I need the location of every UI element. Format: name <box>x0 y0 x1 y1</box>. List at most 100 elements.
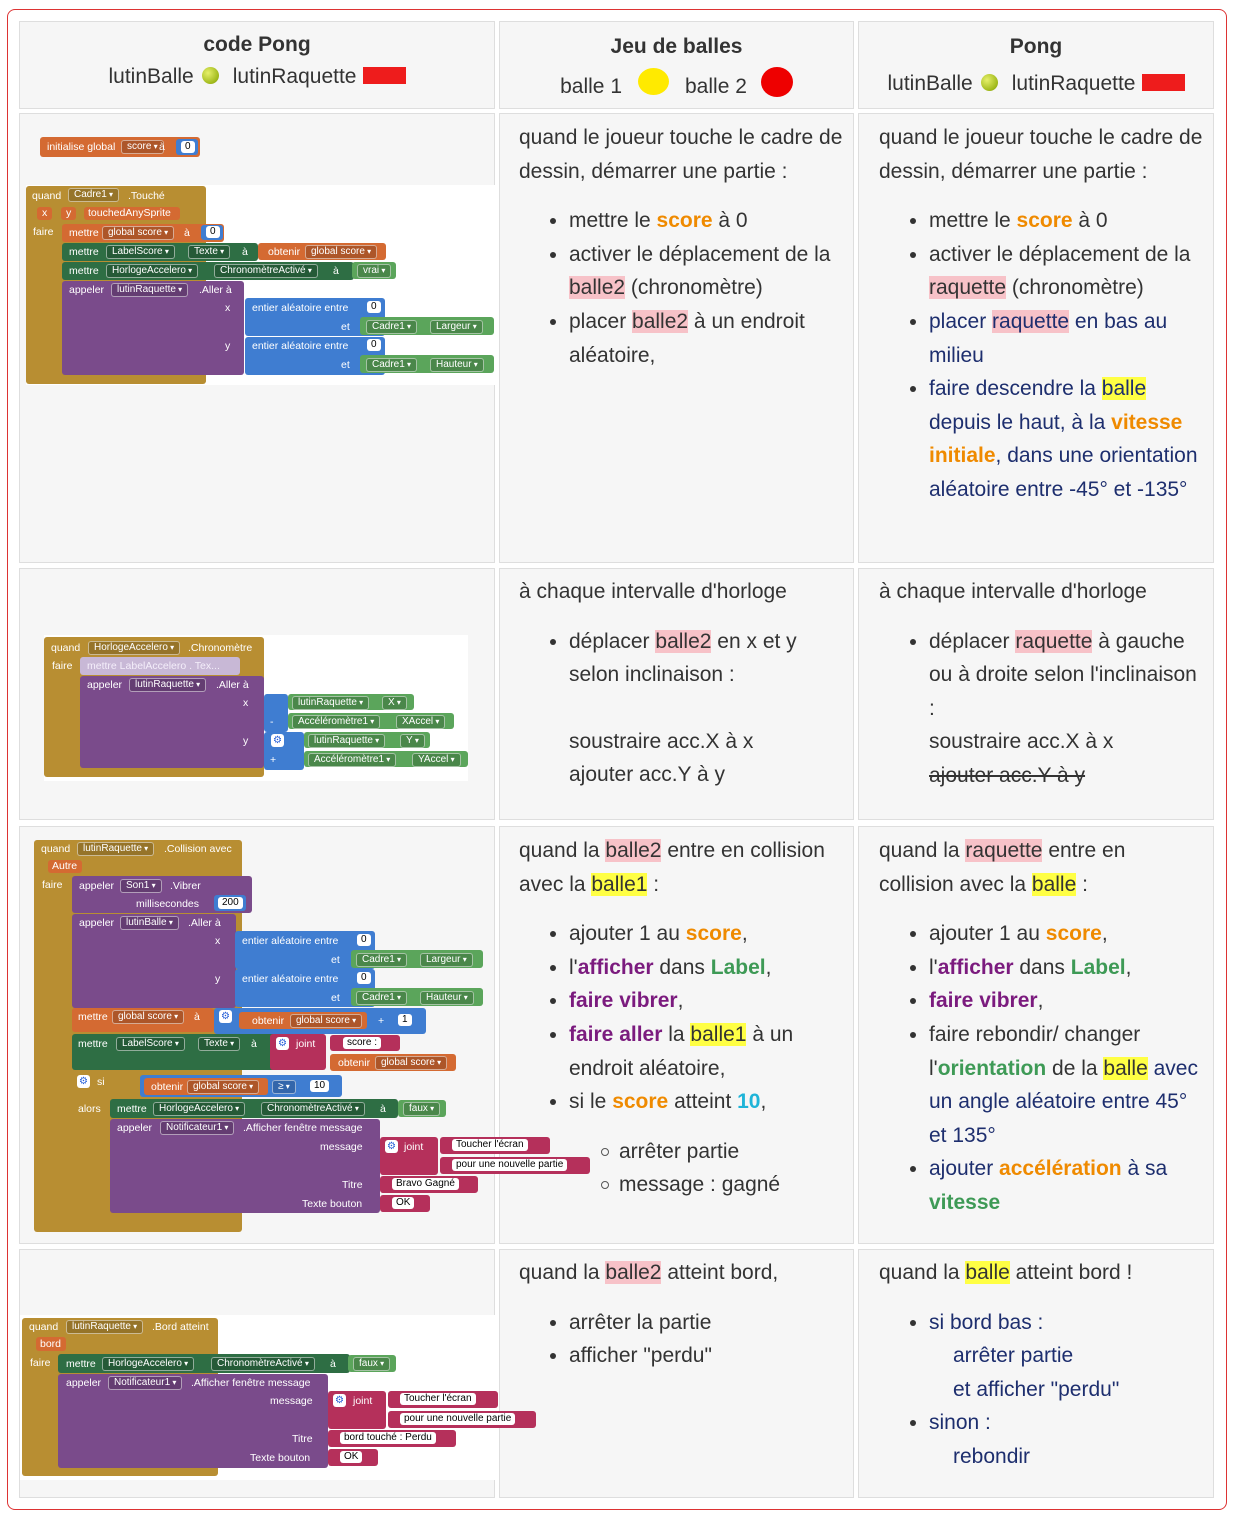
block-label: mettre <box>117 1103 147 1115</box>
number-field[interactable]: 0 <box>206 226 220 238</box>
property-dropdown[interactable]: Largeur <box>430 320 483 334</box>
number-field[interactable]: 0 <box>357 972 371 984</box>
property-dropdown[interactable]: Y <box>400 734 425 748</box>
gear-icon[interactable]: ⚙ <box>77 1075 90 1088</box>
number-field[interactable]: 200 <box>218 897 243 909</box>
block-label: si <box>97 1076 105 1088</box>
var-dropdown[interactable]: global score <box>187 1080 260 1094</box>
string-field[interactable]: pour une nouvelle partie <box>452 1159 568 1171</box>
property-dropdown[interactable]: Hauteur <box>420 991 474 1005</box>
component-dropdown[interactable]: lutinRaquette <box>77 842 155 856</box>
number-field[interactable]: 0 <box>367 339 381 351</box>
var-dropdown[interactable]: score <box>121 140 164 154</box>
component-dropdown[interactable]: Cadre1 <box>356 953 408 967</box>
block-label: joint <box>404 1141 424 1153</box>
row2-pong-cell <box>858 568 1214 820</box>
component-dropdown[interactable]: Cadre1 <box>366 320 418 334</box>
block-label: quand <box>32 190 62 202</box>
block-label: obtenir <box>268 246 301 258</box>
string-field[interactable]: score : <box>343 1037 382 1049</box>
cadre-dropdown[interactable]: Cadre1 <box>68 188 120 202</box>
property-dropdown[interactable]: ChronomètreActivé <box>261 1102 365 1116</box>
component-dropdown[interactable]: HorlogeAccelero <box>102 1357 195 1371</box>
bool-dropdown[interactable]: faux <box>403 1102 441 1116</box>
gear-icon[interactable]: ⚙ <box>219 1010 232 1023</box>
component-dropdown[interactable]: HorlogeAccelero <box>88 641 181 655</box>
block-label: entier aléatoire entre <box>242 935 339 947</box>
var-dropdown[interactable]: global score <box>375 1056 448 1070</box>
property-dropdown[interactable]: XAccel <box>396 715 446 729</box>
sub-list-item: message : gagné <box>519 1168 844 1202</box>
property-dropdown[interactable]: Largeur <box>420 953 473 967</box>
component-dropdown[interactable]: HorlogeAccelero <box>106 264 199 278</box>
component-dropdown[interactable]: lutinRaquette <box>111 283 189 297</box>
component-dropdown[interactable]: Notificateur1 <box>108 1376 183 1390</box>
block-label: quand <box>51 642 81 654</box>
var-dropdown[interactable]: global score <box>305 245 378 259</box>
list-item: activer le déplacement de la balle2 (chr… <box>519 238 844 305</box>
string-field[interactable]: Toucher l'écran <box>452 1139 528 1151</box>
component-dropdown[interactable]: lutinBalle <box>120 916 179 930</box>
bool-dropdown[interactable]: vrai <box>357 264 392 278</box>
property-dropdown[interactable]: Hauteur <box>430 358 484 372</box>
param-autre: Autre <box>52 860 78 872</box>
string-field[interactable]: Toucher l'écran <box>400 1393 476 1405</box>
col2-balls: balle 1 balle 2 <box>500 67 853 99</box>
number-field[interactable]: 0 <box>367 301 381 313</box>
block-label: x <box>215 935 221 947</box>
var-dropdown[interactable]: global score <box>112 1010 185 1024</box>
property-dropdown[interactable]: ChronomètreActivé <box>211 1357 315 1371</box>
component-dropdown[interactable]: lutinRaquette <box>66 1320 144 1334</box>
component-dropdown[interactable]: lutinRaquette <box>308 734 386 748</box>
operator-dropdown[interactable]: ≥ <box>272 1080 296 1094</box>
component-dropdown[interactable]: LabelScore <box>106 245 175 259</box>
block-label: .Bord atteint <box>152 1321 209 1333</box>
component-dropdown[interactable]: LabelScore <box>116 1037 185 1051</box>
string-field[interactable]: bord touché : Perdu <box>340 1432 436 1444</box>
bool-dropdown[interactable]: faux <box>353 1357 391 1371</box>
property-dropdown[interactable]: X <box>382 696 407 710</box>
row4-jeu-cell <box>499 1249 854 1498</box>
block-label: Titre <box>342 1179 363 1191</box>
gear-icon[interactable]: ⚙ <box>333 1394 346 1407</box>
var-dropdown[interactable]: global score <box>102 226 175 240</box>
component-dropdown[interactable]: Notificateur1 <box>160 1121 235 1135</box>
property-dropdown[interactable]: Texte <box>188 245 231 259</box>
block-label: mettre <box>78 1011 108 1023</box>
number-field[interactable]: 10 <box>310 1080 330 1092</box>
block-label: à <box>184 227 190 239</box>
list-item: afficher "perdu" <box>519 1339 844 1373</box>
component-dropdown[interactable]: Accéléromètre1 <box>292 715 381 729</box>
gear-icon[interactable]: ⚙ <box>276 1037 289 1050</box>
component-dropdown[interactable]: Son1 <box>120 879 162 893</box>
gear-icon[interactable]: ⚙ <box>385 1140 398 1153</box>
block-label: quand <box>29 1321 59 1333</box>
row2-jeu-text: à chaque intervalle d'horloge déplacer b… <box>519 575 844 792</box>
string-field[interactable]: pour une nouvelle partie <box>400 1413 516 1425</box>
component-dropdown[interactable]: lutinRaquette <box>292 696 370 710</box>
block-label: à <box>242 246 248 258</box>
list-item: mettre le score à 0 <box>879 204 1204 238</box>
sub-line: ajouter acc.Y à y <box>569 763 726 787</box>
string-field[interactable]: Bravo Gagné <box>392 1178 459 1190</box>
number-field[interactable]: 0 <box>357 934 371 946</box>
number-field[interactable]: 1 <box>398 1014 412 1026</box>
var-dropdown[interactable]: global score <box>290 1014 363 1028</box>
block-label: faire <box>30 1357 51 1369</box>
number-field[interactable]: 0 <box>181 141 195 153</box>
property-dropdown[interactable]: YAccel <box>412 753 461 767</box>
row2-jeu-cell <box>499 568 854 820</box>
block-label: à <box>159 141 165 153</box>
string-field[interactable]: OK <box>392 1197 415 1209</box>
component-dropdown[interactable]: Cadre1 <box>356 991 408 1005</box>
component-dropdown[interactable]: Cadre1 <box>366 358 418 372</box>
sprite-paddle-label: lutinRaquette <box>232 65 357 88</box>
property-dropdown[interactable]: Texte <box>198 1037 241 1051</box>
block-label: faire <box>42 879 63 891</box>
component-dropdown[interactable]: HorlogeAccelero <box>153 1102 246 1116</box>
string-field[interactable]: OK <box>340 1451 363 1463</box>
gear-icon[interactable]: ⚙ <box>271 734 284 747</box>
component-dropdown[interactable]: Accéléromètre1 <box>308 753 397 767</box>
component-dropdown[interactable]: lutinRaquette <box>129 678 207 692</box>
property-dropdown[interactable]: ChronomètreActivé <box>214 264 318 278</box>
